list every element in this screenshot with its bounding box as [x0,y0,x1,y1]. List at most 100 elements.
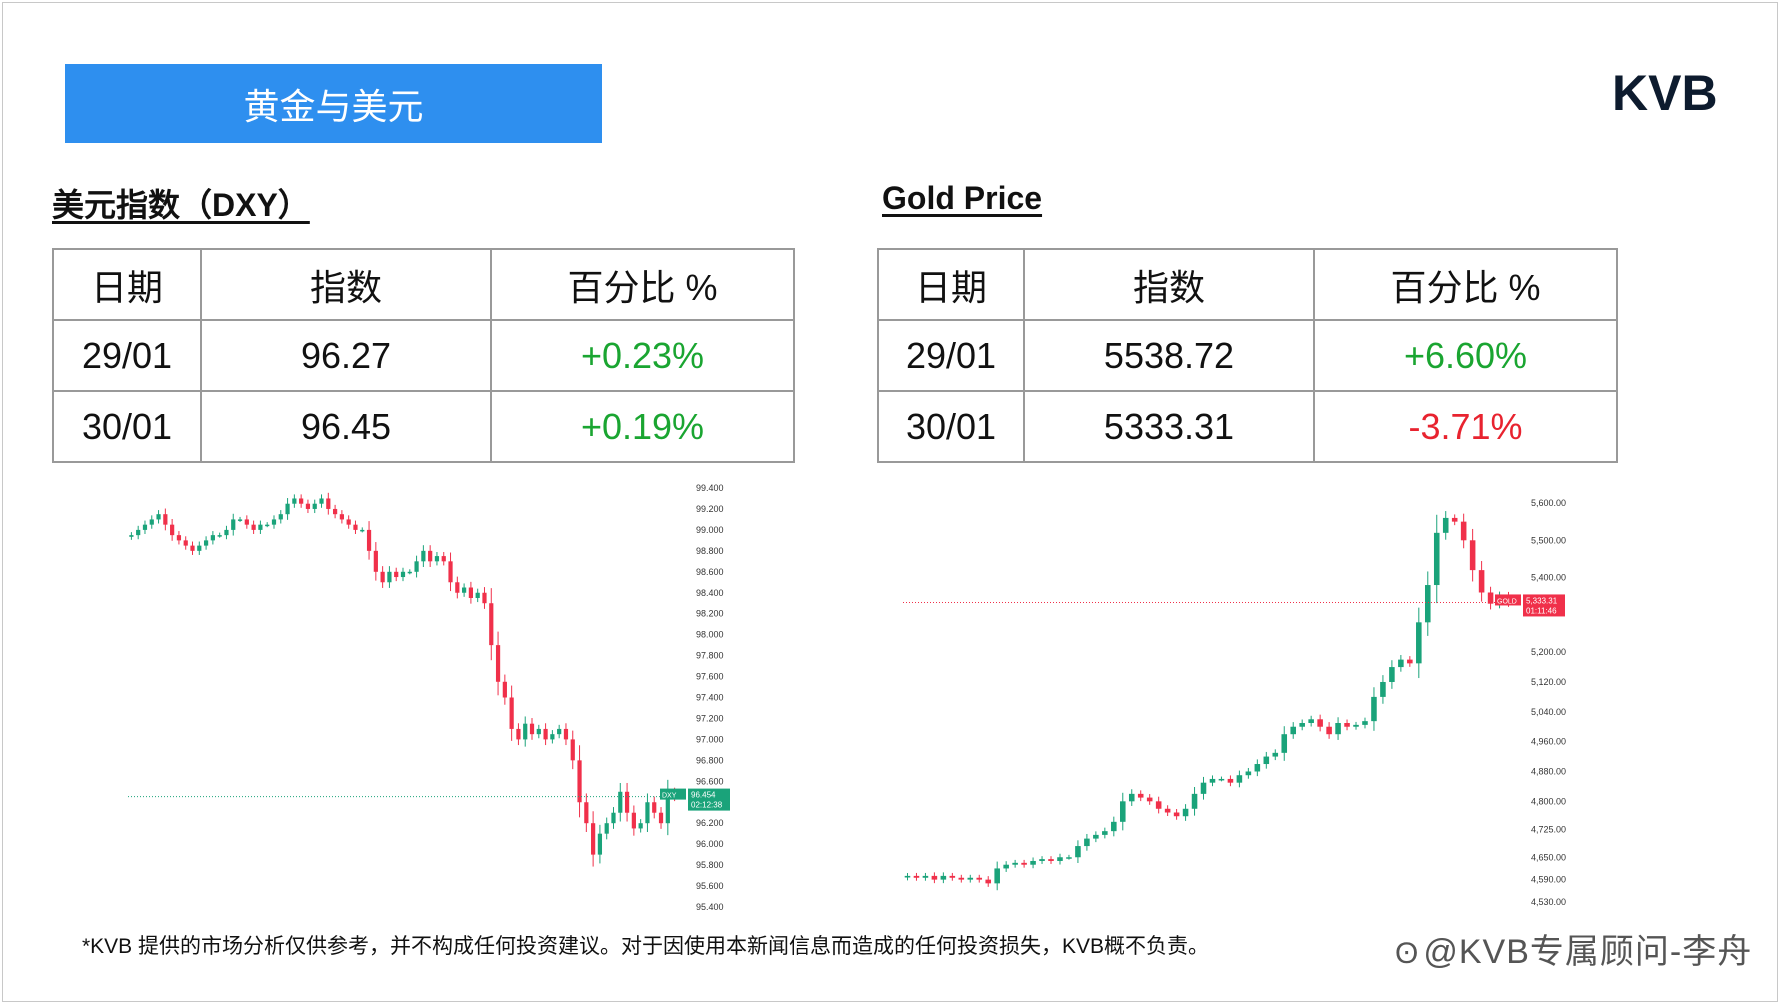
candle [1191,793,1198,809]
y-tick-label: 98.200 [696,609,724,619]
row-percent: +6.60% [1313,319,1618,392]
candle [1182,808,1189,817]
candle [360,529,365,532]
y-tick-label: 96.000 [696,839,724,849]
candle [940,875,947,880]
candle [163,514,168,525]
candle [529,723,535,735]
y-tick-label: 4,725.00 [1531,824,1566,834]
candle [570,739,575,761]
symbol-tag [1495,594,1521,606]
candle [258,524,263,530]
y-tick-label: 99.200 [696,504,724,514]
dxy-table: 日期 指数 百分比 % 29/01 96.27 +0.23% 30/01 96.… [52,248,795,463]
candle [1442,517,1449,533]
candle [1021,862,1027,865]
candle [509,697,514,729]
page-title: 黄金与美元 [243,85,424,127]
table-row: 29/01 96.27 +0.23% [52,319,795,392]
candle [475,592,480,598]
candle [183,540,188,546]
candle [231,519,236,530]
candle [1416,622,1422,664]
row-percent: -3.71% [1313,390,1618,463]
candle [1469,540,1476,571]
row-value: 5333.31 [1023,390,1315,463]
candle [652,802,657,813]
header-date: 日期 [877,248,1025,321]
candle [922,875,929,878]
candle [1102,831,1108,835]
candle [1173,812,1180,817]
candle [462,587,467,593]
countdown-text: 02:12:38 [691,801,723,810]
y-tick-label: 98.800 [696,546,724,556]
y-tick-label: 4,800.00 [1531,796,1566,806]
candle [624,791,630,813]
y-tick-label: 4,650.00 [1531,852,1566,862]
candle [265,524,270,527]
y-tick-label: 4,590.00 [1531,875,1566,885]
y-tick-label: 97.200 [696,713,724,723]
y-tick-label: 95.800 [696,860,724,870]
row-date: 29/01 [877,319,1025,392]
y-tick-label: 5,400.00 [1531,573,1566,583]
candle [665,791,670,824]
table-header-row: 日期 指数 百分比 % [52,248,795,321]
candle [271,519,277,525]
gold-candlestick-chart: 5,600.00 5,500.00 5,400.00 5,200.00 5,120.00… [903,498,1566,907]
candle [332,508,338,515]
dxy-candlestick-chart: 99.400 99.200 99.000 98.800 98.600 98.400 98.2… [128,483,730,912]
row-percent: +0.23% [490,319,795,392]
dxy-section-title: 美元指数（DXY） [52,187,310,223]
candle [407,571,412,574]
candle [353,524,358,530]
candle [1326,726,1332,735]
candle [346,519,351,525]
y-tick-label: 4,880.00 [1531,766,1566,776]
candle [1164,808,1171,813]
candle [645,802,650,824]
y-tick-label: 5,120.00 [1531,677,1566,687]
candle [203,540,209,546]
candle [217,535,222,537]
candle [244,519,249,525]
candle [1380,681,1386,697]
header-index: 指数 [1023,248,1315,321]
candle [1290,726,1297,735]
candle [149,519,154,525]
candle [448,561,453,583]
candle [543,728,548,740]
header-percent: 百分比 % [1313,248,1618,321]
y-tick-label: 98.400 [696,588,724,598]
candle [1353,724,1359,727]
y-tick-label: 5,200.00 [1531,647,1566,657]
y-tick-label: 99.400 [696,483,724,493]
candle [1012,862,1018,865]
candle [1478,570,1485,593]
y-tick-label: 98.600 [696,567,724,577]
candle [224,529,229,536]
candle [584,802,589,824]
candle [1407,659,1413,664]
candle [631,812,636,829]
y-tick-label: 99.000 [696,525,724,535]
candle [170,524,175,536]
header-percent: 百分比 % [490,248,795,321]
price-tag-text: 5,333.31 [1526,596,1558,605]
candle [604,823,609,834]
candle [1128,793,1135,802]
watermark-text: @KVB专属顾问-李舟 [1423,933,1753,971]
candle [611,812,616,824]
candle [591,823,596,855]
y-tick-label: 4,530.00 [1531,897,1566,907]
candle [502,681,507,698]
symbol-tag [660,788,686,800]
candle [1048,859,1054,861]
candle [563,728,569,740]
candle [913,875,920,878]
price-tag-text: 96.454 [691,791,716,800]
candle [455,582,460,593]
candle [967,877,974,880]
